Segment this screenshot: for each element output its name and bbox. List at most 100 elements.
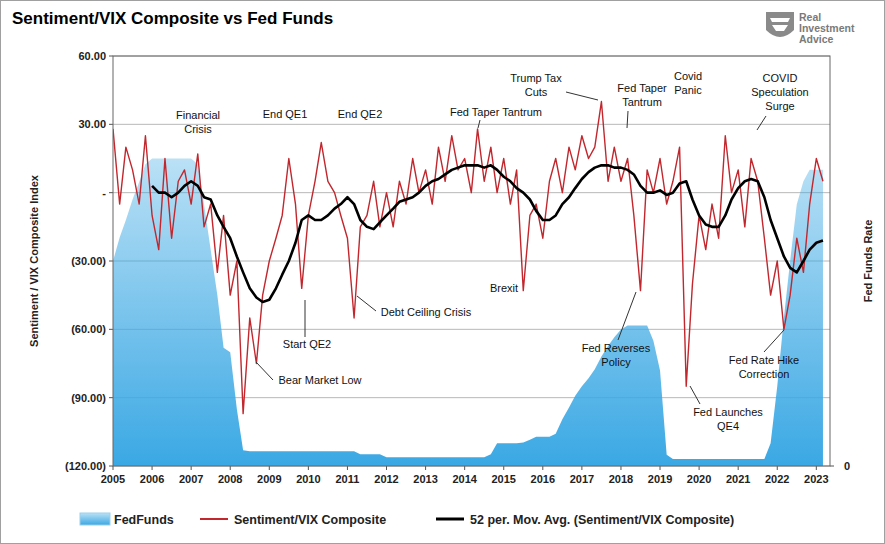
annotation-line: Tantrum <box>622 96 662 108</box>
annotation: Trump Tax Cuts <box>510 72 562 98</box>
annotation-leader <box>357 296 376 311</box>
legend: FedFunds Sentiment/VIX Composite 52 per. M… <box>80 513 734 527</box>
annotation: Covid Panic <box>674 70 702 96</box>
annotation-line: Fed Launches <box>693 406 763 418</box>
x-tick <box>660 466 661 470</box>
annotation-line: Policy <box>601 356 631 368</box>
y-tick-label: 30.00 <box>78 118 106 130</box>
y-tick-label: 60.00 <box>78 50 106 62</box>
y2-tick <box>830 466 834 467</box>
chart-svg: Sentiment/VIX Composite vs Fed Funds Real… <box>0 0 885 544</box>
y-tick <box>109 124 113 125</box>
annotation-line: Correction <box>739 368 790 380</box>
x-tick-label: 2021 <box>726 473 750 485</box>
x-tick-label: 2018 <box>609 473 633 485</box>
annotation: Start QE2 <box>283 338 331 350</box>
x-tick-label: 2006 <box>140 473 164 485</box>
y-tick-label: (90.00) <box>71 392 106 404</box>
legend-swatch <box>80 513 110 525</box>
x-tick <box>386 466 387 470</box>
x-tick <box>699 466 700 470</box>
data-group <box>113 102 823 466</box>
x-tick <box>542 466 543 470</box>
line-series <box>113 102 823 414</box>
legend-label: 52 per. Mov. Avg. (Sentiment/VIX Composi… <box>470 513 734 527</box>
annotation-line: Panic <box>674 84 702 96</box>
grid-line <box>113 261 830 262</box>
y2-tick-label: 0 <box>844 460 850 472</box>
x-tick-label: 2016 <box>531 473 555 485</box>
x-tick <box>777 466 778 470</box>
legend-label: Sentiment/VIX Composite <box>234 513 386 527</box>
logo-emblem <box>770 18 790 31</box>
annotation-line: Fed Rate Hike <box>729 354 799 366</box>
annotation-line: Financial <box>176 109 220 121</box>
annotation-line: Fed Taper <box>617 82 667 94</box>
annotation-line: Debt Ceiling Crisis <box>381 306 472 318</box>
annotation: End QE1 <box>263 108 308 120</box>
annotation: End QE2 <box>338 108 383 120</box>
annotation-leader <box>618 292 636 340</box>
annotation-line: Speculation <box>751 86 809 98</box>
x-tick-label: 2009 <box>257 473 281 485</box>
x-tick-label: 2019 <box>648 473 672 485</box>
legend-label: FedFunds <box>114 513 174 527</box>
x-tick <box>620 466 621 470</box>
x-tick-label: 2015 <box>491 473 515 485</box>
x-tick <box>503 466 504 470</box>
logo: RealInvestmentAdvice <box>766 11 855 45</box>
grid-line <box>113 124 830 125</box>
annotation-leader <box>764 330 784 352</box>
x-tick <box>738 466 739 470</box>
annotation: Financial Crisis <box>176 109 220 135</box>
annotation-leader <box>478 120 480 128</box>
y-tick-label: (30.00) <box>71 255 106 267</box>
x-tick <box>425 466 426 470</box>
y-tick <box>109 466 113 467</box>
annotation: Bear Market Low <box>278 374 361 386</box>
annotation-line: Surge <box>765 100 794 112</box>
y2-axis-title: Fed Funds Rate <box>862 220 874 303</box>
annotations: Financial Crisis End QE1 End QE2 Fed Taper T… <box>176 70 809 432</box>
x-tick <box>308 466 309 470</box>
annotation: Brexit <box>490 282 518 294</box>
x-tick-label: 2010 <box>296 473 320 485</box>
logo-line: Advice <box>799 33 834 45</box>
x-tick-label: 2011 <box>336 473 360 485</box>
annotation-line: Cuts <box>525 86 548 98</box>
annotation-line: QE4 <box>717 420 739 432</box>
title: Sentiment/VIX Composite vs Fed Funds <box>12 9 333 28</box>
grid <box>113 56 830 466</box>
annotation-line: Trump Tax <box>510 72 562 84</box>
annotation: Fed Taper Tantrum <box>617 82 667 108</box>
annotation-line: Covid <box>674 70 702 82</box>
annotation-leader <box>256 362 273 380</box>
x-tick <box>347 466 348 470</box>
annotation-leader <box>690 386 700 404</box>
legend-swatch <box>436 518 464 521</box>
x-tick <box>191 466 192 470</box>
legend-swatch <box>200 518 228 520</box>
annotation: Fed ReversesPolicy <box>582 342 651 368</box>
x-tick-label: 2020 <box>687 473 711 485</box>
x-tick-label: 2013 <box>413 473 437 485</box>
x-tick <box>269 466 270 470</box>
annotation-leader <box>757 116 766 130</box>
y-tick-label: (60.00) <box>71 323 106 335</box>
x-tick-label: 2012 <box>374 473 398 485</box>
x-tick <box>581 466 582 470</box>
x-tick-label: 2005 <box>101 473 125 485</box>
annotation-line: End QE1 <box>263 108 308 120</box>
x-tick <box>152 466 153 470</box>
y-axis-title: Sentiment / VIX Composite Index <box>28 174 40 347</box>
x-tick-label: 2014 <box>452 473 477 485</box>
annotation-leader <box>627 111 628 128</box>
y-tick <box>109 329 113 330</box>
x-tick <box>230 466 231 470</box>
annotation-line: Crisis <box>184 123 212 135</box>
x-tick <box>464 466 465 470</box>
logo-shield <box>766 12 794 37</box>
x-tick-label: 2007 <box>179 473 203 485</box>
y-tick <box>109 397 113 398</box>
annotation-line: End QE2 <box>338 108 383 120</box>
